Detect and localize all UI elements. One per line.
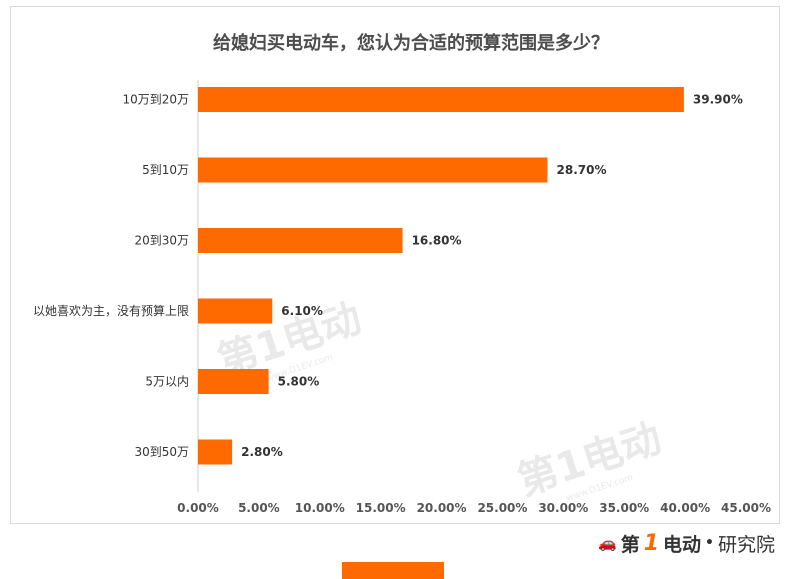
x-tick-label: 20.00%	[417, 501, 467, 515]
x-tick-label: 30.00%	[538, 501, 588, 515]
data-label: 5.80%	[278, 375, 320, 389]
chart-frame: 第1电动 www.D1EV.com 第1电动 www.D1EV.com 给媳妇买电动…	[10, 6, 780, 524]
x-tick-label: 40.00%	[660, 501, 710, 515]
category-label: 5到10万	[142, 163, 189, 177]
category-label: 以她喜欢为主，没有预算上限	[33, 303, 189, 318]
bar	[198, 439, 233, 465]
x-tick-label: 0.00%	[177, 501, 219, 515]
footer-accent-bar	[342, 562, 444, 579]
bars	[198, 87, 684, 465]
x-tick-label: 10.00%	[295, 501, 345, 515]
brand-name-post: 电动	[663, 533, 702, 556]
x-tick-label: 15.00%	[356, 501, 406, 515]
x-tick-labels: 0.00% 5.00% 10.00% 15.00% 20.00% 25.00% 30.00%…	[177, 501, 771, 515]
data-label: 28.70%	[557, 163, 607, 177]
brand-logo: 🚗 第 1 电动 • 研究院	[598, 528, 775, 558]
x-tick-label: 25.00%	[477, 501, 527, 515]
brand-name-pre: 第	[620, 533, 640, 556]
data-label: 16.80%	[412, 234, 462, 248]
category-label: 5万以内	[145, 375, 189, 389]
data-label: 39.90%	[693, 93, 743, 107]
data-label: 2.80%	[241, 445, 283, 459]
x-tick-label: 5.00%	[238, 501, 280, 515]
bar	[198, 369, 269, 394]
bar	[198, 228, 403, 253]
bar-chart: 给媳妇买电动车，您认为合适的预算范围是多少？ 10万到20万 5到10万 20到30…	[33, 32, 771, 515]
category-label: 20到30万	[134, 234, 189, 248]
brand-one: 1	[643, 530, 660, 556]
chart-title: 给媳妇买电动车，您认为合适的预算范围是多少？	[213, 32, 609, 54]
bar	[198, 87, 684, 112]
bar	[198, 298, 273, 324]
x-tick-label: 45.00%	[721, 501, 771, 515]
x-tick-label: 35.00%	[599, 501, 649, 515]
bar	[198, 157, 548, 183]
value-labels: 39.90% 28.70% 16.80% 6.10% 5.80% 2.80%	[241, 93, 743, 460]
data-label: 6.10%	[281, 304, 323, 318]
car-icon: 🚗	[598, 534, 617, 552]
category-label: 10万到20万	[122, 93, 189, 107]
brand-institute: 研究院	[717, 533, 775, 556]
category-label: 30到50万	[134, 445, 189, 459]
brand-separator: •	[705, 535, 714, 551]
